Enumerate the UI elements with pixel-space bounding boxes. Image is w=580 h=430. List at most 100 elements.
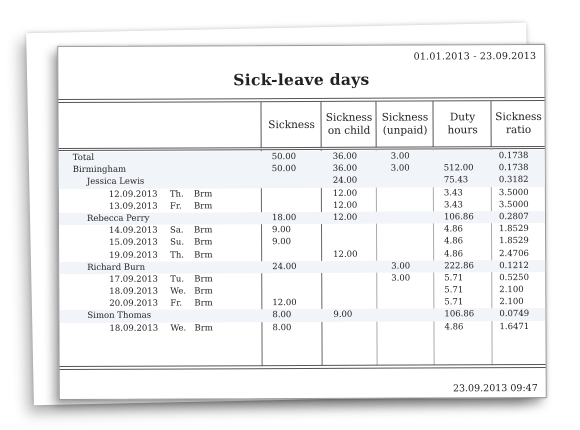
date-range: 01.01.2013 - 23.09.2013 [413, 50, 537, 63]
column-header-label: Sickness ratio [495, 110, 542, 137]
cell-sickness-ratio: 2.100 [499, 285, 524, 296]
cell-sickness: 50.00 [271, 164, 297, 175]
row-date: 13.09.2013 [108, 201, 158, 212]
cell-sickness-child: 9.00 [333, 310, 353, 321]
report-table-rows: Total 50.00 36.00 3.00 0.1738 Birmingham 50.00… [58, 149, 546, 335]
footer-top-line-2 [59, 366, 546, 371]
cell-sickness-child: 36.00 [332, 151, 358, 162]
cell-sickness-ratio: 1.8529 [499, 224, 529, 235]
report-body: 01.01.2013 - 23.09.2013 Sick-leave days … [58, 49, 546, 399]
cell-sickness-ratio: 3.5000 [498, 199, 529, 210]
column-header-label: Sickness [268, 118, 315, 131]
row-label: Birmingham [72, 164, 127, 176]
row-weekday: Th. [169, 189, 184, 200]
column-header-sickness_child: Sickness on child [320, 101, 377, 148]
cell-sickness-ratio: 1.6471 [499, 321, 530, 332]
cell-duty-hours: 106.86 [444, 309, 475, 320]
cell-sickness-ratio: 1.8529 [499, 236, 529, 247]
cell-sickness-ratio: 0.0749 [499, 309, 530, 320]
cell-sickness-ratio: 3.5000 [498, 187, 529, 198]
row-location: Brm [194, 274, 213, 285]
cell-sickness-unpaid: 3.00 [390, 151, 410, 162]
cell-sickness-unpaid: 3.00 [391, 261, 411, 272]
cell-sickness-child: 36.00 [332, 163, 358, 175]
table-row: 18.09.2013 We. Brm 8.00 4.86 1.6471 [59, 321, 545, 335]
cell-sickness: 18.00 [271, 212, 297, 224]
column-header-label: Duty hours [447, 111, 478, 137]
row-weekday: Fr. [169, 201, 182, 212]
cell-sickness-ratio: 2.4706 [499, 248, 529, 259]
cell-sickness-ratio: 0.5250 [499, 272, 530, 284]
cell-duty-hours: 106.86 [443, 212, 474, 223]
row-location: Brm [193, 201, 213, 212]
column-header-duty_hours: Duty hours [432, 101, 492, 148]
cell-sickness-unpaid: 3.00 [390, 163, 410, 174]
cell-duty-hours: 4.86 [444, 224, 463, 235]
row-location: Brm [194, 323, 213, 334]
cell-duty-hours: 4.86 [444, 321, 464, 333]
cell-sickness-child: 12.00 [333, 249, 358, 260]
cell-sickness: 8.00 [272, 310, 292, 321]
cell-sickness: 12.00 [272, 298, 297, 309]
cell-sickness-child: 24.00 [332, 176, 358, 187]
cell-sickness-unpaid: 3.00 [391, 273, 411, 284]
row-date: 17.09.2013 [109, 274, 158, 285]
row-weekday: We. [170, 323, 187, 334]
cell-sickness-ratio: 0.1738 [498, 151, 529, 162]
row-label: Simon Thomas [87, 311, 152, 322]
row-location: Brm [194, 237, 213, 248]
cell-sickness-child: 12.00 [332, 188, 358, 199]
cell-duty-hours: 4.86 [444, 236, 464, 247]
row-location: Brm [194, 225, 213, 236]
column-header-label: Sickness on child [325, 111, 373, 137]
row-weekday: Th. [170, 250, 185, 261]
cell-sickness: 50.00 [271, 152, 297, 163]
row-weekday: Tu. [170, 274, 185, 285]
cell-sickness-child: 12.00 [332, 212, 358, 223]
row-date: 18.09.2013 [109, 286, 158, 297]
row-date: 20.09.2013 [109, 298, 159, 310]
cell-duty-hours: 3.43 [443, 200, 463, 211]
cell-sickness-ratio: 0.2807 [498, 211, 529, 223]
row-date: 19.09.2013 [109, 250, 158, 261]
cell-duty-hours: 222.86 [444, 260, 474, 272]
row-label: Jessica Lewis [86, 177, 145, 188]
report-title: Sick-leave days [233, 69, 370, 90]
column-header-sickness_unpaid: Sickness (unpaid) [375, 101, 434, 148]
report-sheet: 01.01.2013 - 23.09.2013 Sick-leave days … [57, 43, 547, 401]
cell-sickness-ratio: 2.100 [499, 297, 524, 308]
cell-sickness: 8.00 [272, 322, 292, 333]
cell-duty-hours: 5.71 [444, 273, 464, 284]
cell-sickness: 9.00 [272, 237, 292, 248]
row-weekday: Fr. [170, 298, 183, 309]
row-location: Brm [193, 188, 213, 200]
row-location: Brm [194, 249, 213, 260]
column-header-label: Sickness (unpaid) [381, 111, 429, 137]
column-header-sickness: Sickness [260, 101, 322, 149]
row-label: Richard Burn [87, 262, 146, 273]
row-weekday: Sa. [170, 225, 184, 236]
cell-sickness-ratio: 0.1212 [499, 260, 529, 271]
cell-duty-hours: 5.71 [444, 285, 464, 296]
cell-sickness-ratio: 0.3182 [498, 175, 529, 186]
row-weekday: We. [170, 286, 187, 297]
row-date: 14.09.2013 [109, 225, 158, 236]
cell-duty-hours: 4.86 [444, 248, 464, 259]
row-date: 18.09.2013 [109, 323, 159, 334]
row-label: Rebecca Perry [86, 213, 150, 224]
cell-sickness: 24.00 [272, 261, 297, 272]
row-date: 12.09.2013 [108, 189, 158, 200]
cell-duty-hours: 5.71 [444, 297, 464, 308]
cell-sickness-child: 12.00 [332, 200, 358, 211]
row-location: Brm [194, 286, 213, 297]
printed-timestamp: 23.09.2013 09:47 [452, 382, 538, 395]
cell-duty-hours: 3.43 [443, 187, 463, 198]
row-date: 15.09.2013 [109, 237, 158, 249]
column-header-sickness_ratio: Sickness ratio [490, 100, 546, 148]
cell-sickness-ratio: 0.1738 [498, 163, 529, 174]
cell-duty-hours: 512.00 [443, 163, 474, 174]
row-location: Brm [194, 298, 213, 309]
row-weekday: Su. [170, 237, 185, 248]
row-label: Total [72, 152, 95, 163]
cell-duty-hours: 75.43 [443, 175, 469, 186]
